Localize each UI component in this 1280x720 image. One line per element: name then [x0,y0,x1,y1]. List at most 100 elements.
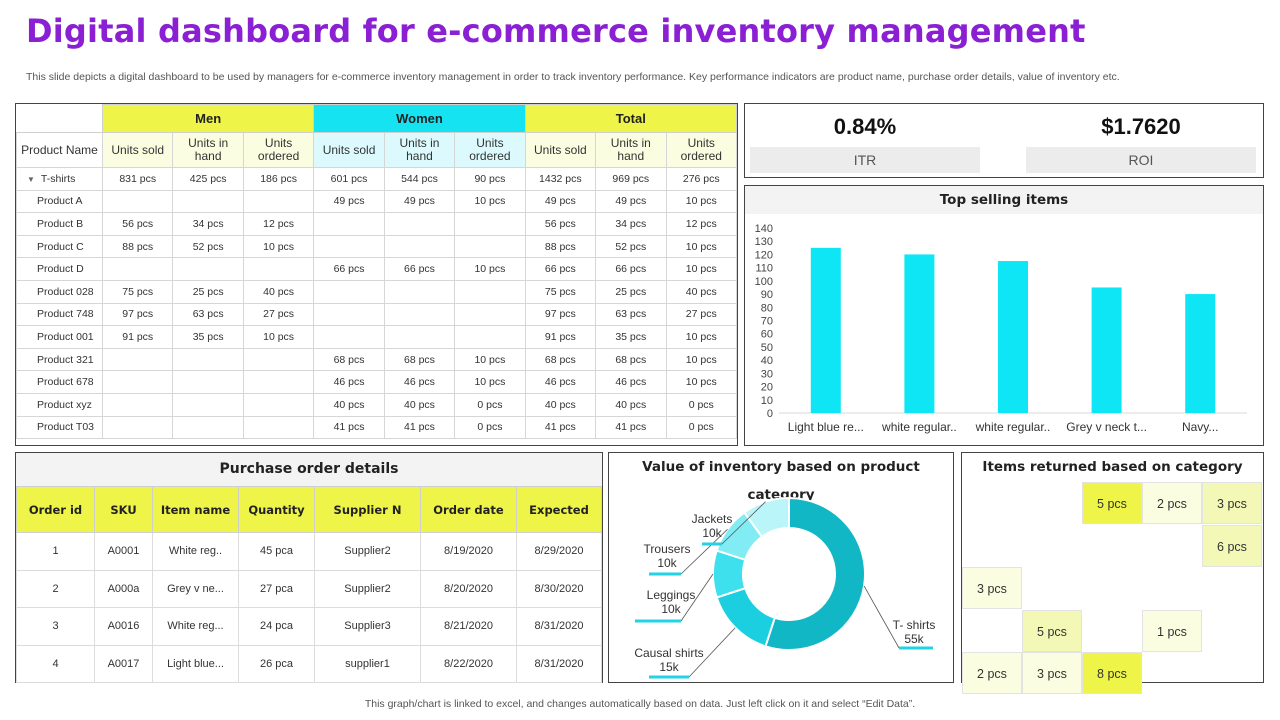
sub-header-cell: Units in hand [172,132,244,168]
x-tick-label: Light blue re... [788,420,864,434]
po-header-cell: Supplier N [314,486,421,533]
product-name-text: T-shirts [40,172,76,185]
bar[interactable] [998,261,1028,413]
sub-header-cell: Units sold [101,132,174,168]
inventory-cell: 601 pcs [313,167,385,191]
inventory-cell [242,347,315,372]
purchase-order-panel: Purchase order details Order id SKU Item n… [15,452,603,684]
po-cell: A000a [94,569,153,609]
bar[interactable] [1091,287,1122,413]
inventory-cell: 52 pcs [595,234,667,259]
po-cell: 8/29/2020 [516,532,602,571]
inventory-table-panel: Men Women Total Product Name Units sold U… [15,103,738,446]
collapse-caret-icon[interactable]: ▼ [27,174,35,184]
inventory-value-title: Value of inventory based on product cate… [609,453,953,503]
sub-header-cell: Units ordered [242,132,315,168]
group-header-men: Men [101,104,315,133]
po-cell: 8/30/2020 [516,569,602,609]
bar[interactable] [904,254,935,413]
inventory-cell: 40 pcs [524,392,597,417]
purchase-order-table: Order id SKU Item name Quantity Supplier N Or… [16,486,602,684]
product-name-cell: Product 001 [16,325,103,349]
product-name-cell[interactable]: ▼ T-shirts [16,167,103,191]
inventory-cell [172,347,244,372]
donut-slice[interactable] [715,586,777,648]
kpi-itr-value: 0.84% [833,114,897,139]
y-tick-label: 80 [761,302,773,314]
inventory-cell: 66 pcs [383,257,456,281]
kpi-roi: $1.7620 ROI [1026,112,1256,173]
inventory-cell [313,234,385,259]
bar[interactable] [1185,294,1216,413]
product-name-cell: Product xyz [16,392,103,417]
po-cell: 1 [16,532,95,571]
po-cell: 24 pca [238,607,315,646]
inventory-cell: 969 pcs [595,167,667,191]
po-cell: Supplier2 [314,569,421,609]
inventory-row: Product 321 68 pcs 68 pcs 10 pcs 68 pcs 68 pc… [16,347,737,372]
po-row: 2 A000a Grey v ne... 27 pca Supplier2 8/20/20… [16,569,602,609]
product-name-cell: Product B [16,212,103,236]
y-tick-label: 20 [761,382,773,394]
inventory-cell: 544 pcs [383,167,456,191]
returns-cell: 5 pcs [1082,482,1142,524]
inventory-cell [383,212,456,236]
inventory-cell [101,392,174,417]
inventory-cell: 0 pcs [454,392,526,417]
po-cell: supplier1 [314,644,421,684]
inventory-cell [101,415,174,440]
top-selling-chart-panel: Top selling items 0 10 20 30 40 50 60 70 80 90 100… [744,185,1264,446]
po-cell: 8/21/2020 [420,607,517,646]
inventory-cell: 46 pcs [595,370,667,394]
bar[interactable] [810,247,841,413]
inventory-cell: 10 pcs [665,257,737,281]
y-tick-label: 40 [761,355,773,367]
inventory-cell: 25 pcs [595,279,667,304]
po-row: 3 A0016 White reg... 24 pca Supplier3 8/21/20… [16,607,602,646]
inventory-table-body: ▼ T-shirts 831 pcs 425 pcs 186 pcs 601 pcs 544… [16,167,737,440]
po-cell: A0016 [94,607,153,646]
inventory-row: Product A 49 pcs 49 pcs 10 pcs 49 pcs 49 pcs 1… [16,189,737,214]
returns-cell: 8 pcs [1082,652,1142,694]
inventory-cell [242,392,315,417]
inventory-cell: 27 pcs [242,302,315,327]
po-cell: 8/20/2020 [420,569,517,609]
po-cell: Supplier2 [314,532,421,571]
inventory-cell: 68 pcs [524,347,597,372]
product-name-header: Product Name [16,132,103,168]
slice-value-label: 10k [661,602,681,616]
inventory-cell: 27 pcs [665,302,737,327]
inventory-cell: 40 pcs [383,392,456,417]
donut-slice[interactable] [742,496,790,539]
top-selling-title: Top selling items [745,186,1263,214]
inventory-cell: 10 pcs [665,234,737,259]
inventory-cell [313,279,385,304]
inventory-cell [383,325,456,349]
po-cell: 45 pca [238,532,315,571]
kpi-roi-value: $1.7620 [1101,114,1181,139]
product-name-text: Product D [37,263,84,276]
returns-title: Items returned based on category [962,453,1263,481]
kpi-roi-label: ROI [1026,147,1256,173]
donut-slice[interactable] [764,496,866,651]
po-header-cell: Order date [420,486,517,533]
inventory-cell: 90 pcs [454,167,526,191]
product-name-text: Product B [37,217,84,230]
inventory-cell: 35 pcs [595,325,667,349]
inventory-cell [172,415,244,440]
inventory-cell: 10 pcs [665,370,737,394]
po-cell: 27 pca [238,569,315,609]
inventory-cell: 63 pcs [595,302,667,327]
inventory-cell: 66 pcs [313,257,385,281]
x-tick-label: white regular.. [881,420,957,434]
inventory-row: Product T03 41 pcs 41 pcs 0 pcs 41 pcs 41 pcs… [16,415,737,440]
product-name-text: Product 678 [37,376,94,389]
corner-cell [16,104,103,133]
inventory-cell: 40 pcs [665,279,737,304]
inventory-cell: 34 pcs [595,212,667,236]
product-name-text: Product 028 [37,285,94,298]
inventory-cell: 56 pcs [101,212,174,236]
inventory-cell: 10 pcs [665,347,737,372]
inventory-cell [383,302,456,327]
